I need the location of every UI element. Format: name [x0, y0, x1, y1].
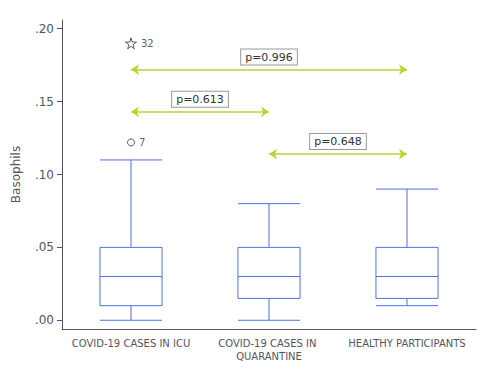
- svg-text:.20: .20: [35, 22, 54, 36]
- svg-text:HEALTHY PARTICIPANTS: HEALTHY PARTICIPANTS: [348, 338, 465, 349]
- svg-text:Basophils: Basophils: [9, 146, 23, 203]
- svg-text:p=0.648: p=0.648: [314, 135, 362, 148]
- svg-text:.10: .10: [35, 168, 54, 182]
- svg-text:.05: .05: [35, 240, 54, 254]
- svg-text:.00: .00: [35, 313, 54, 327]
- svg-text:COVID-19 CASES IN: COVID-19 CASES IN: [218, 338, 319, 349]
- svg-text:COVID-19 CASES IN ICU: COVID-19 CASES IN ICU: [72, 338, 191, 349]
- svg-text:p=0.613: p=0.613: [176, 93, 224, 106]
- svg-text:p=0.996: p=0.996: [245, 51, 293, 64]
- svg-text:.15: .15: [35, 95, 54, 109]
- svg-text:QUARANTINE: QUARANTINE: [236, 351, 302, 362]
- svg-text:7: 7: [139, 137, 145, 148]
- svg-text:32: 32: [141, 38, 154, 49]
